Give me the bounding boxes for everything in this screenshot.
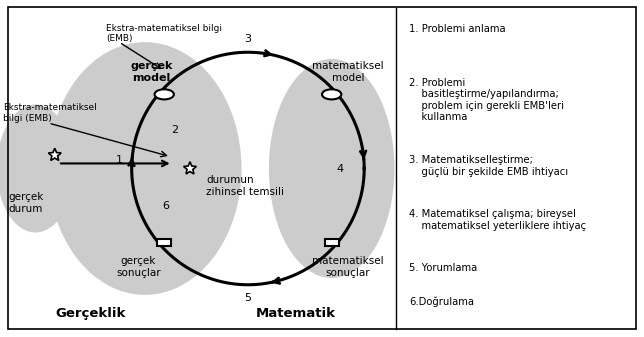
Ellipse shape (48, 42, 242, 295)
Text: 4. Matematiksel çalışma; bireysel
    matematiksel yeterliklere ihtiyaç: 4. Matematiksel çalışma; bireysel matema… (409, 209, 586, 231)
Text: 1. Problemi anlama: 1. Problemi anlama (409, 24, 506, 34)
Text: durumun
zihinsel temsili: durumun zihinsel temsili (206, 175, 284, 197)
Text: Ekstra-matematiksel bilgi
(EMB): Ekstra-matematiksel bilgi (EMB) (106, 24, 222, 43)
Text: 3. Matematikselleştirme;
    güçlü bir şekilde EMB ihtiyacı: 3. Matematikselleştirme; güçlü bir şekil… (409, 155, 568, 177)
Text: Matematik: Matematik (256, 307, 336, 320)
Text: matematiksel
sonuçlar: matematiksel sonuçlar (312, 256, 384, 278)
Ellipse shape (269, 59, 394, 278)
Text: 1: 1 (116, 155, 122, 165)
Text: 5: 5 (245, 293, 251, 303)
Text: 6: 6 (163, 201, 169, 211)
Bar (325, 239, 339, 246)
Text: 4: 4 (336, 163, 344, 174)
Text: gerçek
model: gerçek model (130, 61, 173, 83)
Text: gerçek
sonuçlar: gerçek sonuçlar (116, 256, 161, 278)
Circle shape (322, 89, 341, 99)
Polygon shape (184, 162, 196, 174)
Ellipse shape (0, 104, 74, 233)
Circle shape (155, 89, 174, 99)
Polygon shape (48, 148, 61, 160)
Text: 2: 2 (171, 125, 179, 135)
Text: Ekstra-matematiksel
bilgi (EMB): Ekstra-matematiksel bilgi (EMB) (3, 103, 97, 123)
Text: 6.Doğrulama: 6.Doğrulama (409, 297, 474, 307)
Text: 3: 3 (245, 34, 251, 44)
Bar (157, 239, 171, 246)
Text: matematiksel
model: matematiksel model (312, 61, 384, 83)
Text: 5. Yorumlama: 5. Yorumlama (409, 263, 477, 273)
Text: 2. Problemi
    basitleştirme/yapılandırma;
    problem için gerekli EMB'leri
  : 2. Problemi basitleştirme/yapılandırma; … (409, 78, 564, 122)
Text: Gerçeklik: Gerçeklik (55, 307, 126, 320)
Text: gerçek
durum: gerçek durum (8, 192, 43, 214)
